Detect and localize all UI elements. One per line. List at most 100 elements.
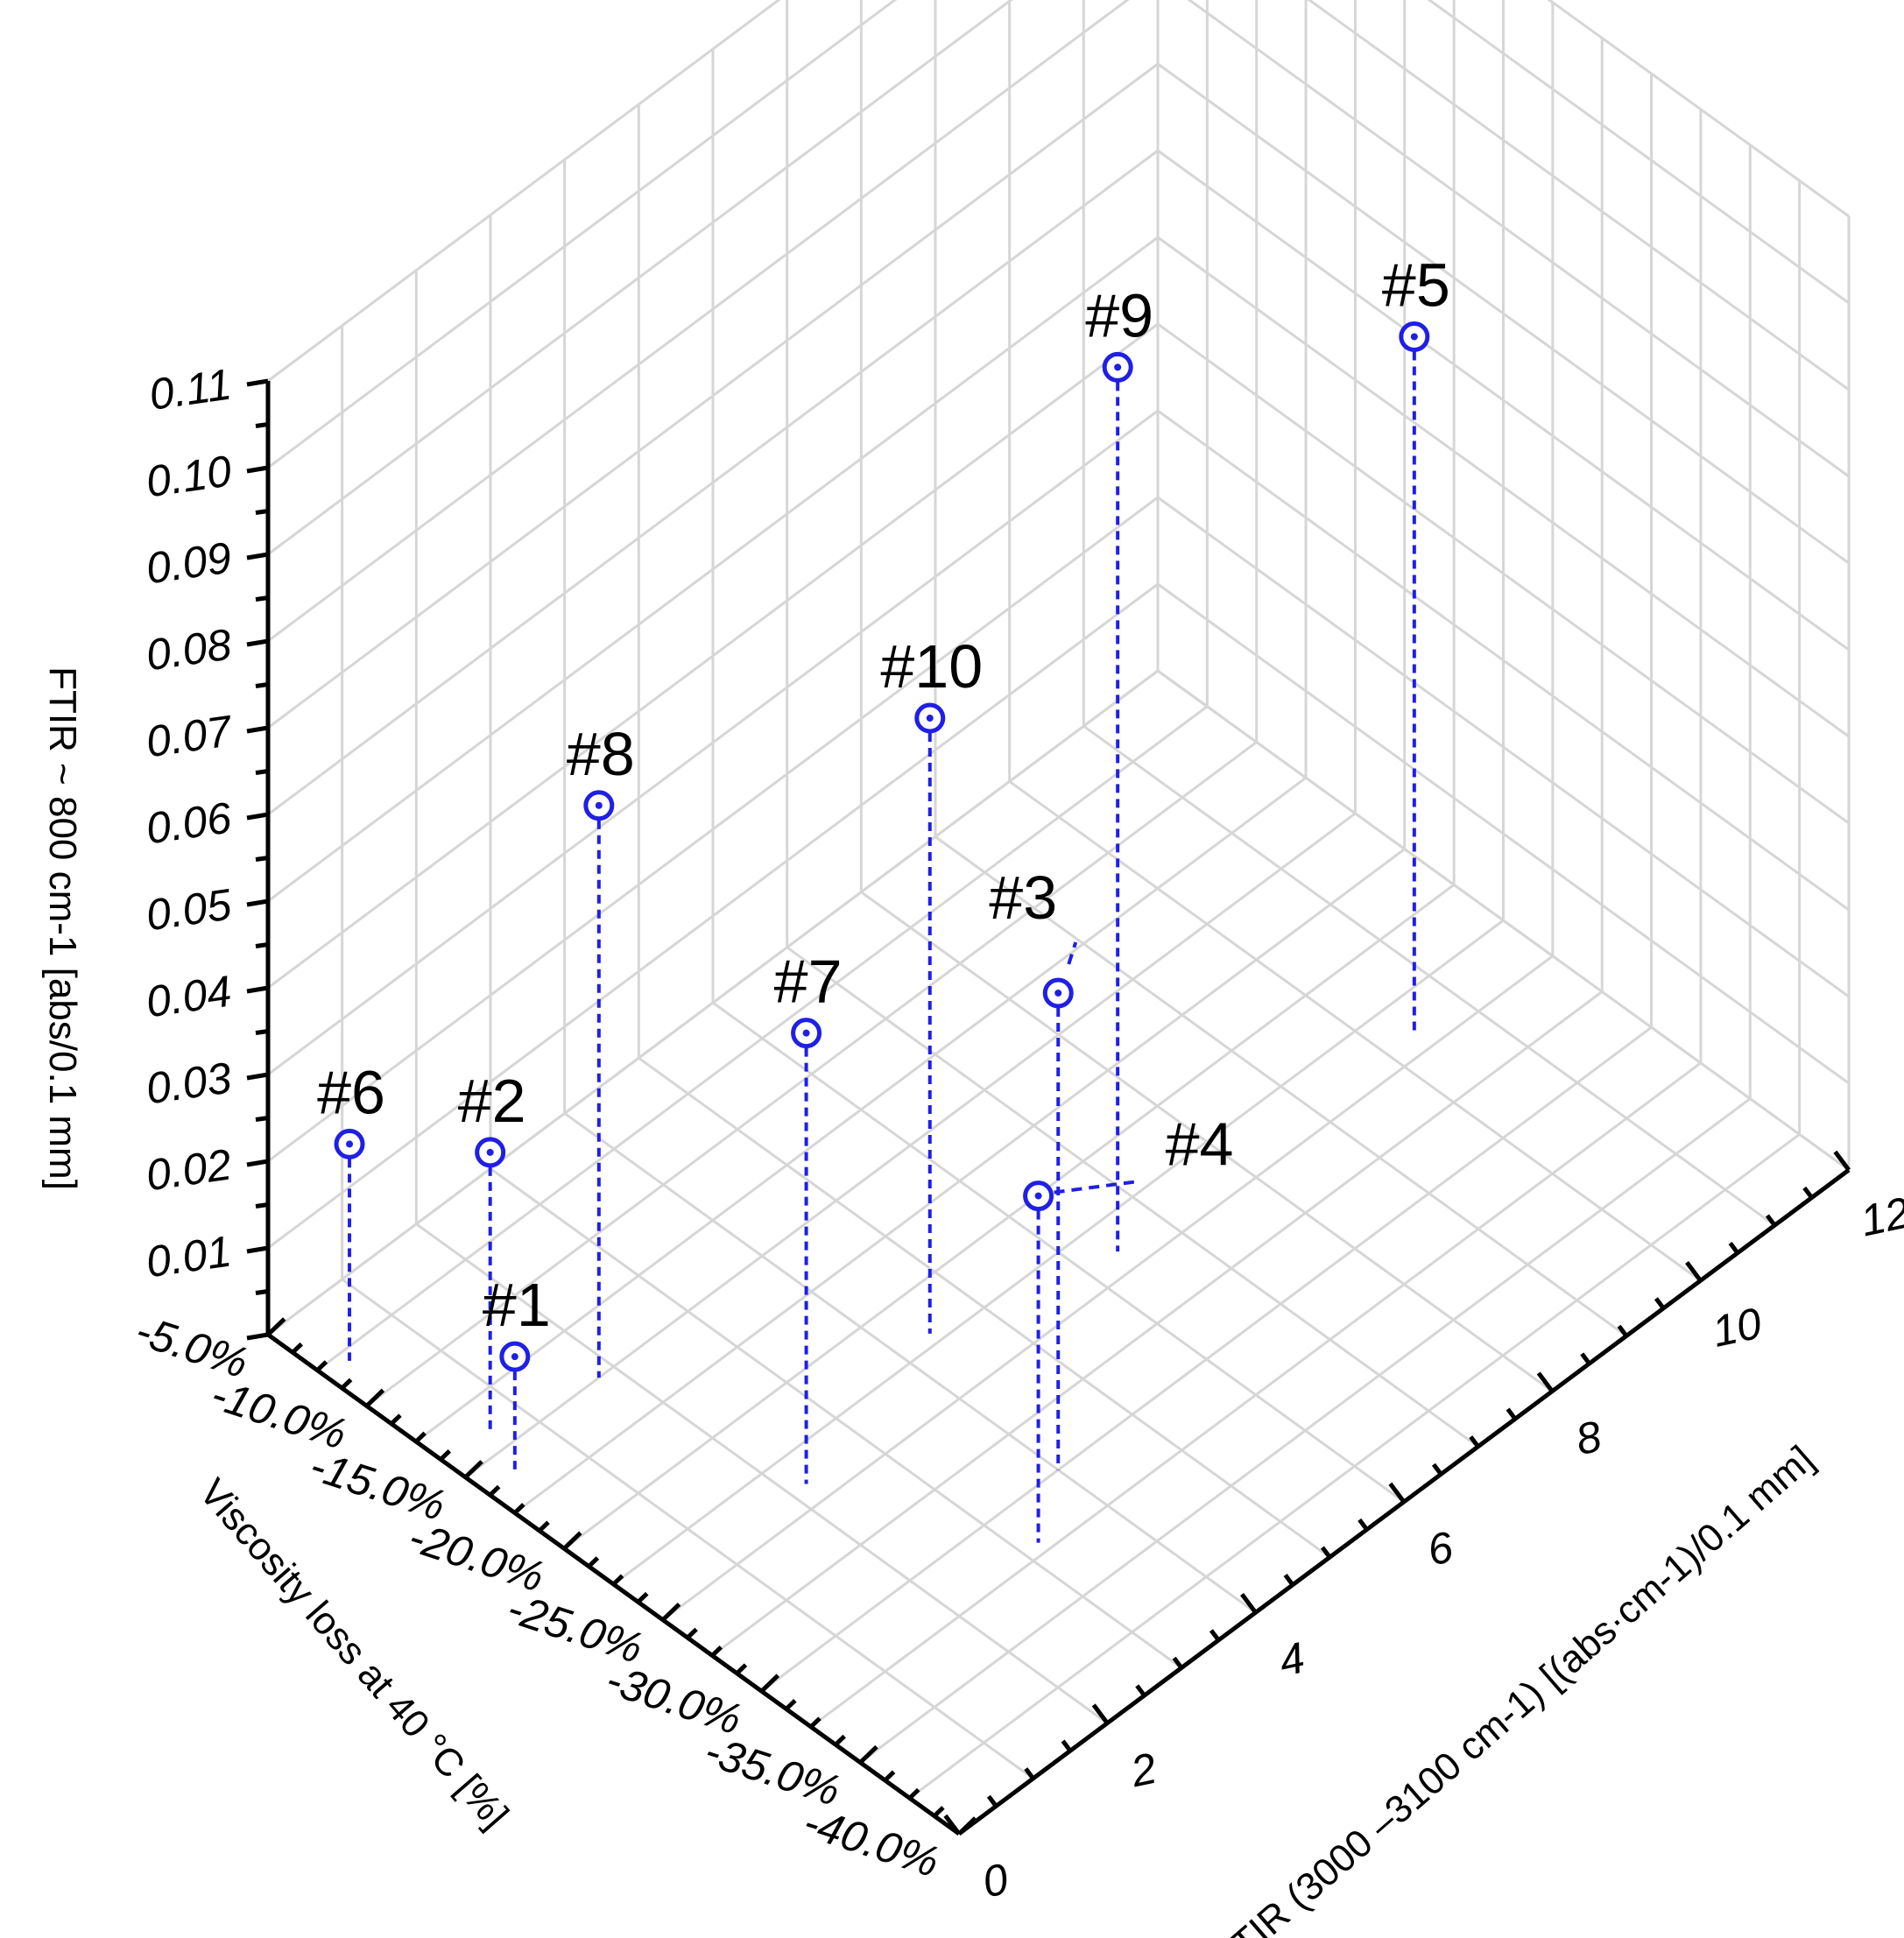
gridline bbox=[267, 322, 1159, 990]
point-label: #5 bbox=[1382, 250, 1450, 319]
z-tick bbox=[246, 812, 269, 821]
y-tick bbox=[266, 1317, 286, 1336]
x-tick bbox=[1685, 1261, 1703, 1282]
gridline bbox=[661, 955, 1554, 1621]
y-tick bbox=[785, 1699, 797, 1711]
y-tick bbox=[636, 1591, 649, 1604]
x-tick bbox=[1469, 1435, 1480, 1448]
point-labels: #1 #2 #3 #4 #5 #6 #7 #8 #9 #10 bbox=[317, 250, 1450, 1339]
z-axis-label: FTIR ~ 800 cm-1 [abs/0.1 mm] bbox=[41, 666, 84, 1190]
z-tick-label: 0.07 bbox=[143, 706, 236, 766]
gridline bbox=[1157, 236, 1850, 738]
z-tick-label: 0.08 bbox=[143, 619, 234, 680]
z-tick bbox=[255, 942, 269, 948]
data-point-center bbox=[1054, 989, 1062, 997]
x-tick bbox=[1506, 1407, 1517, 1420]
z-tick bbox=[246, 899, 269, 907]
y-tick bbox=[390, 1413, 402, 1426]
data-point-center bbox=[1034, 1192, 1042, 1200]
z-tick-label: 0.11 bbox=[146, 359, 234, 419]
point-label: #3 bbox=[989, 863, 1057, 932]
x-tick bbox=[1802, 1186, 1814, 1200]
x-tick bbox=[1024, 1767, 1035, 1780]
gridline bbox=[1547, 0, 1850, 218]
z-tick bbox=[246, 552, 269, 560]
x-tick bbox=[1431, 1462, 1443, 1476]
y-tick bbox=[809, 1716, 822, 1729]
z-tick bbox=[255, 1116, 269, 1122]
gridline bbox=[267, 62, 1159, 729]
gridline bbox=[267, 0, 781, 383]
gridline bbox=[1427, 0, 1850, 305]
y-tick bbox=[710, 1645, 723, 1658]
y-tick bbox=[439, 1449, 452, 1462]
label-leader bbox=[1067, 941, 1078, 965]
gridline bbox=[267, 409, 1159, 1076]
y-tick-label: -40.0% bbox=[798, 1797, 945, 1886]
x-tick-label: 2 bbox=[1125, 1744, 1160, 1797]
z-tick-label: 0.05 bbox=[143, 879, 234, 940]
z-tick-label: 0.09 bbox=[143, 532, 234, 593]
x-tick bbox=[1833, 1150, 1851, 1172]
gridline bbox=[711, 990, 1604, 1657]
label-leader bbox=[1054, 1180, 1135, 1195]
z-tick bbox=[246, 1332, 269, 1341]
z-tick-label: 0.06 bbox=[143, 793, 234, 853]
data-point-center bbox=[595, 801, 603, 809]
z-tick bbox=[246, 465, 269, 474]
gridline bbox=[1157, 496, 1850, 998]
gridline bbox=[267, 669, 1159, 1336]
x-tick bbox=[986, 1794, 998, 1808]
x-tick bbox=[1765, 1214, 1777, 1227]
x-tick bbox=[1320, 1546, 1332, 1559]
x-tick bbox=[1283, 1574, 1294, 1587]
x-tick-label: 6 bbox=[1423, 1522, 1457, 1575]
z-tick bbox=[255, 422, 269, 428]
gridline bbox=[267, 0, 898, 469]
z-tick bbox=[246, 638, 269, 647]
x-tick-label: 12 bbox=[1856, 1187, 1904, 1245]
point-label: #6 bbox=[317, 1058, 385, 1126]
x-tick bbox=[1617, 1324, 1628, 1338]
z-tick bbox=[246, 1159, 269, 1167]
y-tick bbox=[611, 1574, 624, 1586]
z-tick bbox=[255, 1029, 269, 1035]
gridline bbox=[1307, 0, 1850, 391]
gridline bbox=[464, 812, 1357, 1479]
point-label: #8 bbox=[567, 720, 635, 788]
z-tick-label: 0.02 bbox=[143, 1139, 234, 1200]
x-tick bbox=[1135, 1684, 1146, 1697]
data-point-center bbox=[486, 1148, 494, 1156]
x-tick bbox=[1061, 1739, 1072, 1752]
z-tick-label: 0.03 bbox=[143, 1053, 234, 1113]
point-stems bbox=[348, 336, 1416, 1543]
x-tick bbox=[1580, 1352, 1591, 1365]
gridline bbox=[1157, 409, 1850, 912]
x-tick bbox=[1209, 1629, 1221, 1642]
point-label: #9 bbox=[1085, 281, 1153, 349]
x-tick bbox=[1654, 1297, 1666, 1310]
gridline bbox=[1157, 62, 1850, 565]
y-tick bbox=[414, 1431, 427, 1443]
gridline bbox=[563, 884, 1456, 1550]
data-point-center bbox=[1114, 363, 1122, 371]
gridline bbox=[810, 1061, 1702, 1729]
y-tick bbox=[364, 1388, 385, 1408]
x-tick-label: 0 bbox=[978, 1854, 1012, 1907]
gridline bbox=[1157, 582, 1850, 1085]
gridline bbox=[365, 741, 1258, 1407]
gridline bbox=[908, 1133, 1801, 1800]
y-tick bbox=[291, 1342, 303, 1355]
z-tick-label: 0.01 bbox=[143, 1226, 234, 1286]
y-tick bbox=[315, 1360, 328, 1372]
z-tick bbox=[255, 595, 269, 602]
point-label: #2 bbox=[458, 1067, 526, 1135]
z-tick bbox=[246, 985, 269, 994]
x-tick-label: 10 bbox=[1708, 1298, 1766, 1356]
data-point-center bbox=[926, 715, 934, 722]
y-axis-label: Viscosity loss at 40 °C [%] bbox=[191, 1471, 517, 1837]
point-label: #10 bbox=[880, 632, 983, 701]
z-tick bbox=[255, 769, 269, 775]
x-axis-label: FTIR (3000 –3100 cm-1) [(abs·cm-1)/0.1 m… bbox=[1206, 1438, 1823, 1938]
y-tick bbox=[883, 1770, 896, 1782]
